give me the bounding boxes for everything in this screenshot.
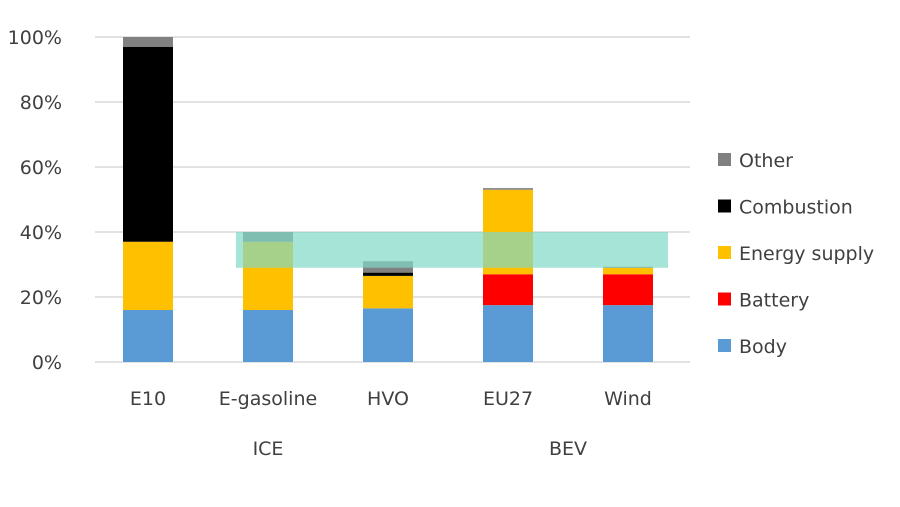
bar-segment-body xyxy=(243,310,293,362)
legend-swatch xyxy=(718,339,731,352)
highlight-band xyxy=(236,232,668,268)
x-tick-label: E-gasoline xyxy=(219,388,317,410)
legend-swatch xyxy=(718,246,731,259)
y-tick-label: 60% xyxy=(20,157,62,179)
bar-segment-body xyxy=(483,305,533,362)
group-label: ICE xyxy=(253,438,284,460)
legend-label: Other xyxy=(739,150,793,172)
y-tick-label: 40% xyxy=(20,222,62,244)
y-tick-label: 20% xyxy=(20,287,62,309)
bar-segment-energy-supply xyxy=(123,241,173,310)
legend-swatch xyxy=(718,153,731,166)
y-tick-label: 0% xyxy=(32,352,62,374)
x-tick-label: HVO xyxy=(367,388,409,410)
x-tick-label: Wind xyxy=(604,388,652,410)
x-tick-label: EU27 xyxy=(483,388,533,410)
bar-segment-other xyxy=(123,37,173,47)
bar-segment-energy-supply xyxy=(363,275,413,309)
legend-swatch xyxy=(718,292,731,306)
bar-segment-combustion xyxy=(363,272,413,276)
group-label: BEV xyxy=(549,438,587,460)
bar-segment-body xyxy=(363,308,413,362)
legend-swatch xyxy=(718,199,731,213)
x-tick-label: E10 xyxy=(130,388,166,410)
y-tick-label: 100% xyxy=(8,27,62,49)
bar-segment-energy-supply xyxy=(603,267,653,275)
bar-segment-other xyxy=(483,188,533,190)
y-tick-label: 80% xyxy=(20,92,62,114)
bar-segment-battery xyxy=(483,274,533,306)
bar-segment-body xyxy=(603,305,653,362)
bar-segment-combustion xyxy=(123,46,173,242)
legend-label: Battery xyxy=(739,290,809,312)
bar-segment-body xyxy=(123,310,173,362)
legend-label: Body xyxy=(739,336,787,358)
bar-segment-battery xyxy=(603,274,653,306)
legend-label: Combustion xyxy=(739,197,853,219)
legend-label: Energy supply xyxy=(739,243,874,265)
